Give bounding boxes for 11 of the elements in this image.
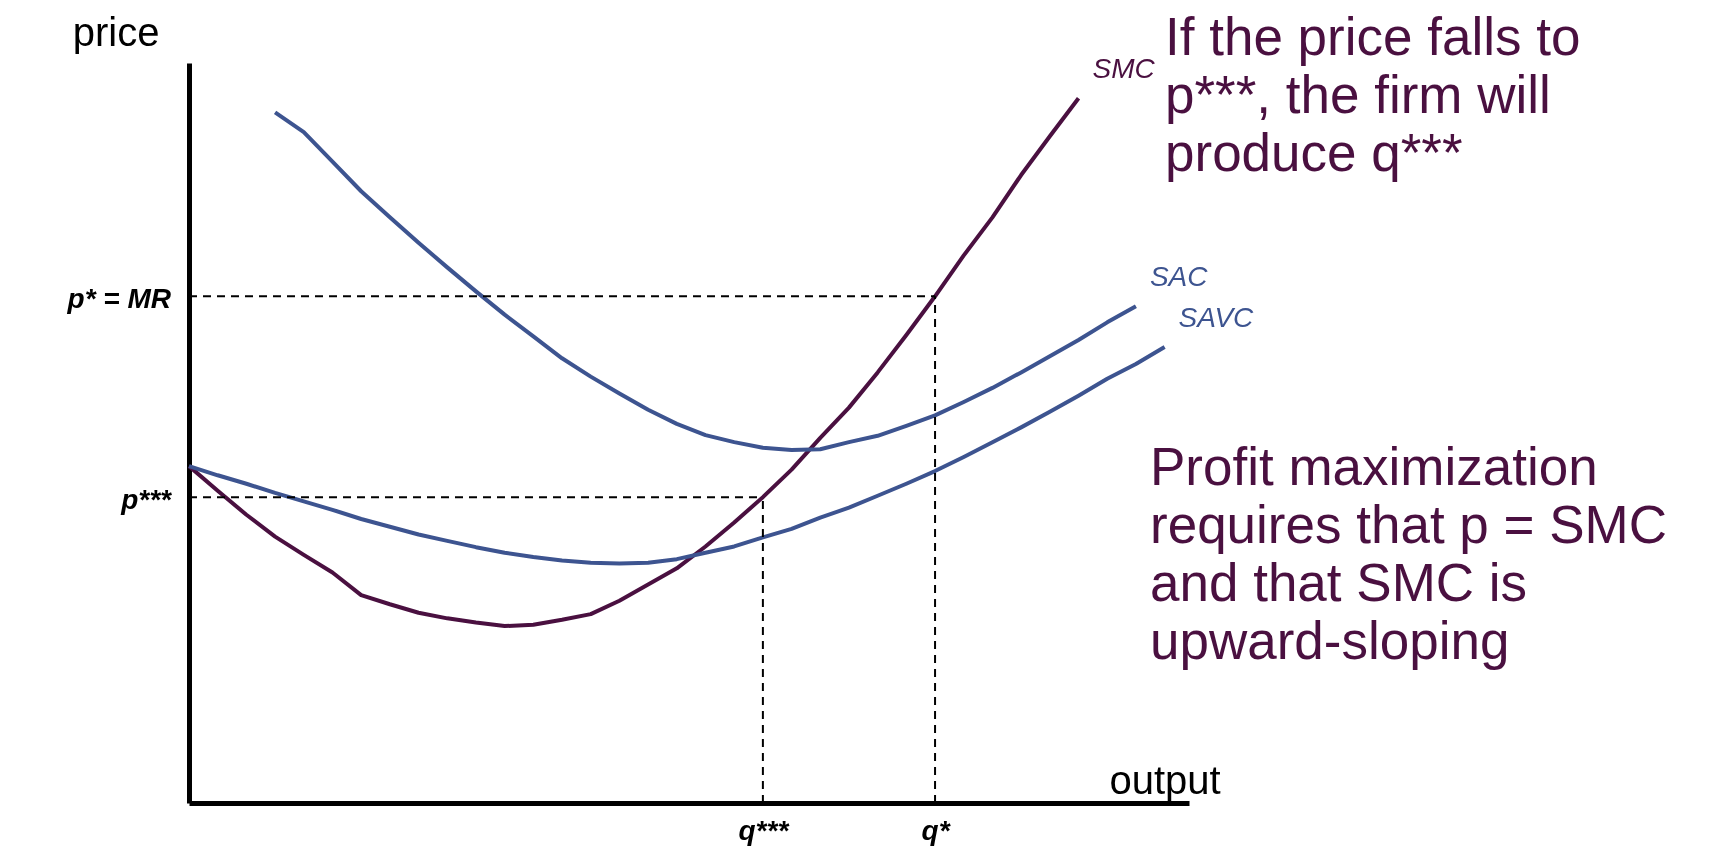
series-label: SMC (1092, 53, 1156, 85)
ref-line-label: p* = MR (66, 283, 172, 315)
x-tick-label: q* (921, 814, 951, 846)
annotation: Profit maximization requires that p = SMC and that SMC is upward-sloping (1150, 437, 1668, 670)
x-axis-title: output (1109, 757, 1221, 802)
series-label: SAC (1149, 261, 1209, 293)
series-label: SAVC (1178, 302, 1255, 334)
text: If the price falls to p***, the firm will produce q*** (1165, 7, 1581, 182)
ref-line-label: p*** (120, 484, 173, 516)
y-axis-title: price (72, 9, 160, 54)
x-tick-label: q*** (738, 814, 790, 846)
